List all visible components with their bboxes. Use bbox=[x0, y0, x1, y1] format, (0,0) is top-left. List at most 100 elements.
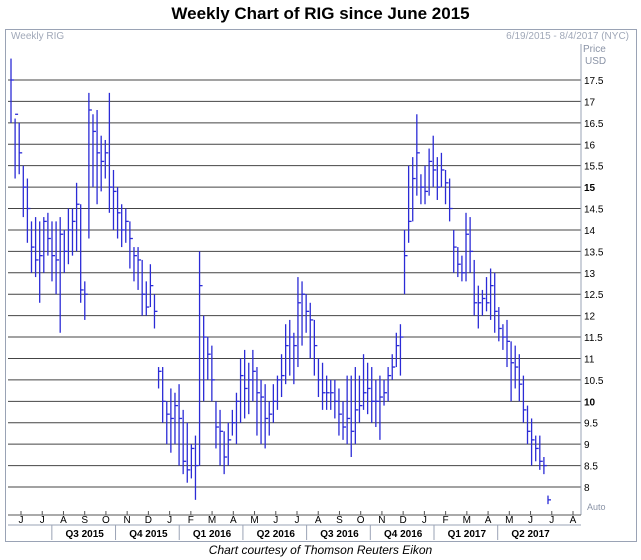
x-tick-label: J bbox=[40, 515, 45, 526]
ohlc-bar bbox=[112, 169, 117, 230]
ohlc-bar bbox=[211, 345, 215, 402]
quarter-label: Q1 2017 bbox=[448, 529, 487, 540]
ohlc-bar bbox=[34, 217, 39, 278]
ohlc-bar bbox=[170, 388, 174, 453]
ohlc-bar bbox=[194, 435, 199, 500]
x-tick-label: J bbox=[549, 515, 554, 526]
ohlc-bar bbox=[186, 422, 191, 483]
grid-lines bbox=[8, 44, 582, 515]
ohlc-bar bbox=[530, 418, 535, 466]
ohlc-bar bbox=[481, 289, 486, 316]
ohlc-bar bbox=[391, 354, 396, 380]
ohlc-bar bbox=[92, 114, 96, 188]
ohlc-bar bbox=[387, 367, 392, 402]
quarter-label: Q4 2016 bbox=[384, 529, 423, 540]
ohlc-bar bbox=[432, 135, 437, 188]
ohlc-bar bbox=[80, 204, 84, 303]
ohlc-bar bbox=[215, 401, 219, 449]
x-tick-label: M bbox=[250, 515, 258, 526]
ohlc-bar bbox=[399, 324, 404, 376]
ohlc-bar bbox=[178, 384, 183, 466]
ohlc-bar bbox=[457, 247, 461, 278]
ohlc-bar bbox=[293, 332, 297, 385]
quarter-label: Q2 2017 bbox=[511, 529, 550, 540]
date-range-label: 6/19/2015 - 8/4/2017 (NYC) bbox=[506, 31, 629, 42]
y-tick-label: 9 bbox=[584, 440, 590, 451]
ohlc-bar bbox=[280, 354, 285, 398]
x-tick-label: J bbox=[167, 515, 172, 526]
y-tick-label: 13.5 bbox=[584, 247, 604, 258]
ohlc-bar bbox=[231, 409, 236, 436]
ohlc-bar bbox=[182, 409, 187, 475]
ohlc-bar bbox=[39, 221, 43, 303]
ohlc-bar bbox=[375, 379, 379, 428]
ohlc-bar bbox=[248, 362, 252, 415]
ohlc-bar bbox=[440, 152, 445, 188]
ohlc-bar bbox=[289, 319, 293, 376]
ohlc-bar bbox=[354, 367, 359, 445]
ohlc-bar bbox=[465, 212, 470, 282]
ohlc-bar bbox=[157, 367, 162, 389]
ohlc-bar bbox=[43, 217, 47, 273]
ohlc-bar bbox=[473, 259, 478, 316]
ohlc-bar bbox=[407, 165, 412, 243]
ohlc-bar bbox=[506, 319, 511, 368]
ohlc-bar bbox=[489, 268, 494, 320]
x-tick-label: A bbox=[570, 515, 577, 526]
y-axis-unit-usd: USD bbox=[585, 56, 606, 67]
ohlc-bar bbox=[444, 169, 449, 205]
quarter-label: Q3 2015 bbox=[66, 529, 105, 540]
x-tick-label: N bbox=[124, 515, 131, 526]
x-tick-label: M bbox=[463, 515, 471, 526]
chart-title: Weekly Chart of RIG since June 2015 bbox=[171, 4, 470, 23]
ohlc-bar bbox=[227, 422, 232, 466]
ohlc-bar bbox=[104, 139, 109, 179]
price-bars bbox=[10, 58, 551, 505]
ohlc-bar bbox=[190, 444, 195, 479]
panel-label: Weekly RIG bbox=[11, 31, 65, 42]
y-tick-label: 16.5 bbox=[584, 119, 604, 130]
ohlc-bar bbox=[485, 277, 490, 312]
y-tick-label: 11 bbox=[584, 354, 595, 365]
y-tick-label: 11.5 bbox=[584, 333, 603, 344]
ohlc-bar bbox=[18, 122, 23, 175]
ohlc-bar bbox=[10, 58, 14, 123]
ohlc-bar bbox=[141, 259, 146, 316]
ohlc-bar bbox=[453, 229, 457, 273]
ohlc-bar bbox=[235, 392, 240, 445]
ohlc-bar bbox=[371, 367, 375, 423]
ohlc-bar bbox=[272, 384, 277, 423]
x-axis: J J A S O N D J F M A M J J A S O N D J F M A M J J A Q3 2015 Q4 201… bbox=[8, 511, 581, 540]
ohlc-bar bbox=[174, 392, 178, 445]
ohlc-bar bbox=[22, 165, 27, 218]
ohlc-bar bbox=[469, 217, 474, 273]
auto-scale-label[interactable]: Auto bbox=[587, 502, 606, 512]
ohlc-bar bbox=[223, 431, 228, 475]
ohlc-bar bbox=[535, 435, 539, 462]
ohlc-bar bbox=[256, 367, 260, 436]
ohlc-bar bbox=[547, 495, 551, 505]
y-tick-label: 14 bbox=[584, 226, 596, 237]
y-axis-unit-price: Price bbox=[583, 44, 606, 55]
ohlc-bar bbox=[125, 208, 129, 243]
ohlc-bar bbox=[252, 349, 256, 402]
ohlc-bar bbox=[129, 221, 133, 269]
ohlc-bar bbox=[26, 178, 31, 243]
ohlc-bar bbox=[198, 251, 203, 466]
ohlc-bar bbox=[219, 409, 224, 466]
x-tick-label: M bbox=[208, 515, 216, 526]
x-tick-label: J bbox=[528, 515, 533, 526]
ohlc-bar bbox=[522, 375, 527, 423]
y-tick-label: 10 bbox=[584, 397, 596, 408]
x-tick-label: A bbox=[315, 515, 322, 526]
ohlc-bar bbox=[338, 388, 342, 436]
ohlc-bar bbox=[276, 375, 281, 410]
ohlc-bar bbox=[383, 379, 388, 406]
y-tick-label: 13 bbox=[584, 269, 596, 280]
ohlc-bar bbox=[284, 324, 289, 385]
ohlc-bar bbox=[350, 375, 355, 458]
ohlc-bar bbox=[166, 401, 170, 445]
y-tick-label: 9.5 bbox=[584, 419, 598, 430]
ohlc-bar bbox=[51, 221, 55, 282]
ohlc-bar bbox=[358, 375, 363, 423]
